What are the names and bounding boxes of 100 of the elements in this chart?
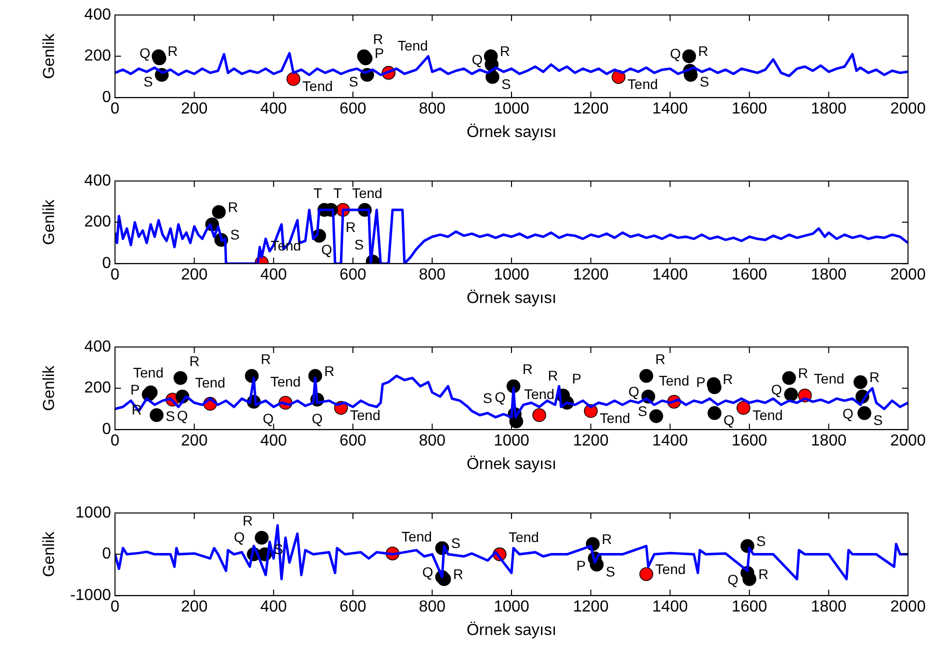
data-label: P	[374, 45, 384, 62]
x-tick-label: 1600	[732, 100, 768, 118]
data-label: Q	[422, 564, 434, 580]
data-label: R	[260, 350, 271, 367]
y-tick-label: 0	[102, 89, 112, 106]
data-label: Tend	[628, 76, 658, 92]
x-tick-label: 800	[418, 598, 446, 616]
data-label: Q	[140, 45, 151, 62]
x-tick-label: 200	[180, 598, 208, 616]
data-label: R	[869, 368, 880, 385]
data-label: R	[500, 43, 510, 60]
data-label: Q	[234, 529, 245, 546]
data-label: S	[482, 390, 492, 406]
x-tick-label: 1400	[652, 100, 688, 118]
x-tick-label: 1200	[573, 266, 609, 284]
data-label: Q	[724, 412, 735, 428]
data-label: R	[522, 361, 533, 378]
x-tick-label: 800	[418, 266, 446, 284]
x-tick-label: 1800	[810, 598, 847, 616]
y-axis-title: Genlik	[41, 364, 58, 411]
data-label: Tend	[752, 406, 783, 423]
data-label: S	[756, 532, 766, 549]
data-label: Tend	[814, 370, 844, 386]
x-axis-title: Örnek sayısı	[466, 122, 556, 141]
data-label: S	[166, 408, 175, 424]
data-label: S	[348, 74, 358, 90]
x-tick-label: 200	[180, 266, 208, 284]
x-tick-label: 2000	[890, 598, 926, 616]
data-label: Tend	[402, 528, 432, 544]
data-label: Tend	[302, 78, 333, 94]
data-label: R	[189, 352, 200, 369]
point	[254, 530, 269, 545]
x-tick-label: 400	[260, 432, 288, 450]
x-tick-label: 1600	[732, 598, 768, 616]
point	[784, 388, 798, 402]
x-tick-label: 1800	[810, 432, 847, 450]
point	[854, 375, 868, 390]
x-tick-label: 1000	[494, 598, 530, 616]
x-tick-label: 1200	[573, 100, 609, 118]
data-label: S	[638, 403, 648, 420]
x-tick-label: 400	[260, 598, 288, 616]
data-label: R	[698, 43, 708, 60]
x-tick-label: 200	[180, 432, 208, 450]
y-tick-label: 400	[84, 172, 112, 190]
point	[174, 371, 188, 385]
data-label: T	[333, 184, 342, 201]
point	[742, 572, 756, 586]
data-label: R	[548, 368, 558, 384]
x-tick-label: 1200	[573, 598, 609, 616]
x-tick-label: 1600	[732, 432, 768, 450]
x-axis-title: Örnek sayısı	[466, 454, 556, 473]
data-label: R	[758, 566, 769, 582]
data-label: Q	[628, 383, 640, 400]
x-tick-label: 1400	[652, 266, 688, 284]
y-axis-title: Genlik	[41, 198, 58, 245]
data-label: T	[314, 184, 323, 201]
x-tick-label: 2000	[890, 266, 926, 284]
data-label: R	[168, 43, 178, 60]
y-tick-label: 400	[84, 338, 112, 356]
data-label: Q	[494, 388, 506, 405]
x-tick-label: 600	[340, 432, 366, 450]
data-label: S	[354, 236, 364, 252]
point	[857, 406, 872, 420]
point	[486, 70, 500, 84]
point	[212, 205, 226, 219]
data-label: Tend	[508, 529, 539, 546]
data-label: Tend	[194, 374, 226, 391]
x-tick-label: 1800	[810, 266, 847, 284]
y-tick-label: 0	[102, 546, 112, 563]
data-label: R	[242, 512, 253, 529]
x-tick-label: 400	[260, 100, 288, 118]
data-label: R	[722, 371, 733, 388]
y-axis-title: Genlik	[41, 530, 58, 577]
x-tick-label: 1000	[494, 100, 530, 118]
y-tick-label: 400	[84, 6, 112, 24]
y-axis-title: Genlik	[41, 32, 58, 79]
data-label: Q	[312, 410, 323, 427]
data-label: Tend	[600, 410, 630, 426]
x-tick-label: 1400	[652, 432, 688, 450]
data-label: Tend	[655, 560, 686, 577]
data-label: R	[346, 218, 356, 235]
data-label: S	[143, 74, 153, 90]
data-label: R	[798, 364, 808, 381]
data-label: Tend	[350, 406, 380, 423]
x-tick-label: 1000	[494, 266, 530, 284]
data-label: R	[228, 198, 238, 215]
data-label: Tend	[658, 372, 690, 389]
data-label: Tend	[398, 38, 428, 54]
point	[782, 371, 796, 385]
x-tick-label: 2000	[890, 100, 926, 118]
x-tick-label: 2000	[890, 432, 926, 450]
data-label: S	[230, 226, 240, 243]
data-label: S	[606, 563, 616, 580]
data-label: Q	[670, 46, 682, 62]
data-label: P	[696, 374, 706, 390]
data-label: R	[324, 362, 334, 379]
data-label: Tend	[133, 364, 164, 381]
point	[639, 567, 654, 582]
data-label: Q	[842, 405, 854, 422]
data-label: R	[453, 566, 464, 582]
